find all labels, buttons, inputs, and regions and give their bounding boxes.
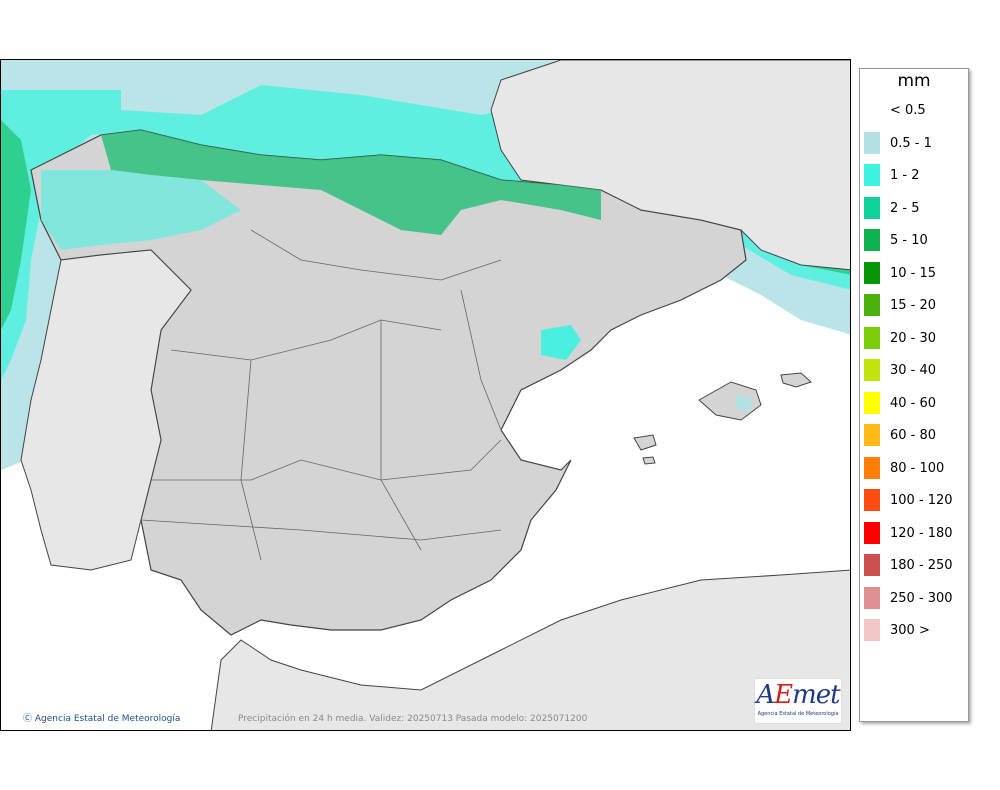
legend-item: 120 - 180 bbox=[864, 521, 968, 544]
agency-credit: Ⓒ Agencia Estatal de Meteorología bbox=[23, 711, 180, 724]
mallorca-precip bbox=[736, 395, 753, 412]
legend-item: < 0.5 bbox=[864, 99, 968, 121]
legend-item: 60 - 80 bbox=[864, 424, 968, 446]
legend-swatch bbox=[864, 196, 880, 219]
legend-label: 15 - 20 bbox=[890, 298, 937, 313]
legend-swatch bbox=[864, 391, 880, 414]
legend-item: 5 - 10 bbox=[864, 229, 968, 251]
legend-item: 1 - 2 bbox=[864, 164, 968, 186]
formentera bbox=[642, 456, 656, 465]
legend-item: 250 - 300 bbox=[864, 586, 968, 609]
precip-east-blob bbox=[541, 325, 581, 360]
ibiza bbox=[633, 434, 657, 451]
legend-label: 300 > bbox=[890, 623, 930, 638]
legend-swatch bbox=[864, 554, 880, 576]
legend-item: 15 - 20 bbox=[864, 294, 968, 316]
region-lines bbox=[140, 229, 502, 561]
legend-label: 20 - 30 bbox=[890, 330, 937, 346]
legend-label: 250 - 300 bbox=[890, 590, 953, 606]
legend-label: 180 - 250 bbox=[890, 558, 953, 573]
legend-label: 60 - 80 bbox=[890, 428, 937, 443]
legend-item: 0.5 - 1 bbox=[864, 131, 968, 154]
map-caption: Precipitación en 24 h media. Validez: 20… bbox=[238, 714, 588, 724]
map-svg bbox=[1, 60, 850, 730]
precip-north-land bbox=[101, 130, 601, 235]
precipitation-map: Ⓒ Agencia Estatal de Meteorología Precip… bbox=[0, 59, 851, 731]
legend-swatch bbox=[864, 489, 880, 511]
legend-swatch bbox=[864, 326, 880, 349]
africa-land bbox=[210, 569, 850, 730]
legend-label: 0.5 - 1 bbox=[890, 135, 932, 151]
copyright-icon: Ⓒ bbox=[23, 714, 33, 724]
legend-label: 40 - 60 bbox=[890, 395, 937, 411]
legend-unit: mm bbox=[897, 71, 931, 91]
legend-label: 120 - 180 bbox=[890, 525, 953, 541]
aemet-logo: AEmet Agencia Estatal de Meteorología bbox=[754, 678, 842, 724]
legend-label: < 0.5 bbox=[890, 103, 926, 118]
aemet-logo-subtitle: Agencia Estatal de Meteorología bbox=[757, 711, 839, 717]
precipitation-legend: mm < 0.5 0.5 - 1 1 - 2 2 - 5 5 - 10 10 - 15 15… bbox=[859, 68, 969, 722]
menorca bbox=[780, 372, 812, 388]
legend-swatch bbox=[864, 456, 880, 479]
legend-swatch bbox=[864, 229, 880, 251]
precip-north-land-light bbox=[41, 170, 241, 250]
legend-swatch bbox=[864, 131, 880, 154]
portugal-land bbox=[20, 249, 192, 571]
legend-swatch bbox=[864, 99, 880, 121]
legend-item: 80 - 100 bbox=[864, 456, 968, 479]
legend-item: 180 - 250 bbox=[864, 554, 968, 576]
legend-label: 2 - 5 bbox=[890, 200, 920, 216]
legend-item: 20 - 30 bbox=[864, 326, 968, 349]
legend-swatch bbox=[864, 521, 880, 544]
legend-item: 300 > bbox=[864, 619, 968, 641]
legend-item: 30 - 40 bbox=[864, 359, 968, 381]
legend-label: 80 - 100 bbox=[890, 460, 945, 476]
legend-swatch bbox=[864, 261, 880, 284]
legend-swatch bbox=[864, 619, 880, 641]
legend-item: 2 - 5 bbox=[864, 196, 968, 219]
legend-item: 10 - 15 bbox=[864, 261, 968, 284]
legend-item: 40 - 60 bbox=[864, 391, 968, 414]
legend-label: 100 - 120 bbox=[890, 493, 953, 508]
legend-swatch bbox=[864, 586, 880, 609]
legend-swatch bbox=[864, 164, 880, 186]
legend-label: 10 - 15 bbox=[890, 265, 937, 281]
agency-credit-text: Agencia Estatal de Meteorología bbox=[34, 714, 181, 724]
legend-swatch bbox=[864, 424, 880, 446]
legend-swatch bbox=[864, 294, 880, 316]
legend-swatch bbox=[864, 359, 880, 381]
france-land bbox=[490, 60, 850, 271]
legend-label: 1 - 2 bbox=[890, 168, 920, 183]
precip-band-green-west bbox=[1, 120, 31, 330]
aemet-logo-word: AEmet bbox=[756, 680, 840, 710]
legend-label: 5 - 10 bbox=[890, 233, 928, 248]
legend-item: 100 - 120 bbox=[864, 489, 968, 511]
legend-label: 30 - 40 bbox=[890, 363, 937, 378]
